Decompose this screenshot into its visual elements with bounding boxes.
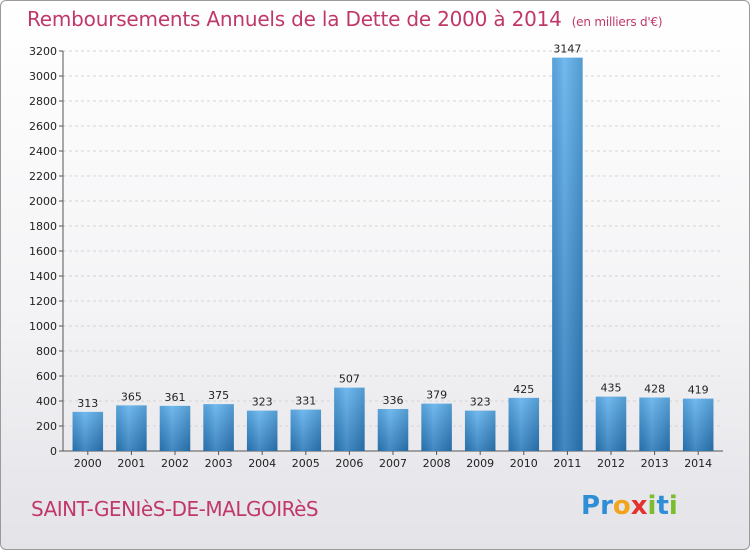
x-tick-label: 2008 [423,457,451,470]
y-tick-label: 2200 [29,170,57,183]
grid-lines [63,50,723,427]
y-tick-label: 3000 [29,70,57,83]
x-tick-label: 2002 [161,457,189,470]
logo-letter: r [600,491,613,521]
x-tick-label: 2013 [641,457,669,470]
y-tick-label: 800 [36,345,57,358]
bar-shade [595,396,627,451]
y-tick-label: 1200 [29,295,57,308]
y-tick-label: 400 [36,395,57,408]
y-tick-label: 1400 [29,270,57,283]
bar-value-label: 361 [165,391,186,404]
bar-value-label: 507 [339,373,360,386]
bar-shade [246,410,278,451]
commune-name: SAINT-GENIèS-DE-MALGOIRèS [31,497,319,521]
chart-unit: (en milliers d'€) [571,15,663,29]
bar-shade [464,410,496,451]
y-tick-label: 1600 [29,245,57,258]
logo-letter: P [581,491,601,521]
bar-shade [552,57,583,451]
bar-value-label: 3147 [553,43,581,56]
bar-value-label: 323 [252,396,273,409]
bar-shade [639,397,670,451]
y-tick-label: 2400 [29,145,57,158]
y-tick-label: 1800 [29,220,57,233]
bar-value-label: 336 [383,394,404,407]
bar-value-label: 313 [77,397,98,410]
x-tick-label: 2000 [74,457,102,470]
chart-title-text: Remboursements Annuels de la Dette de 20… [27,7,562,31]
x-tick-label: 2005 [292,457,320,470]
logo-letter: x [630,491,648,521]
bar-value-label: 428 [644,383,665,396]
y-tick-label: 0 [50,445,57,458]
logo-letter: i [668,491,678,521]
chart-title: Remboursements Annuels de la Dette de 20… [27,7,663,31]
logo-letter: o [612,491,631,521]
bar-shade [116,405,147,451]
x-tick-label: 2006 [335,457,363,470]
bar-shade [334,387,365,451]
bars [72,57,714,451]
bar-value-label: 365 [121,390,142,403]
bar-value-label: 331 [295,395,316,408]
y-tick-label: 2600 [29,120,57,133]
bar-value-label: 419 [688,384,709,397]
x-tick-label: 2001 [117,457,145,470]
x-tick-label: 2014 [684,457,712,470]
x-tick-label: 2010 [510,457,538,470]
bar-shade [508,397,540,451]
bar-shade [290,409,322,451]
bar-shade [72,411,104,451]
x-tick-label: 2007 [379,457,407,470]
proxiti-logo: Proxiti [581,491,678,521]
logo-letter: t [656,491,669,521]
bar-shade [421,403,452,451]
labels: 0 200 400 600 800 1000 1200 1400 1600 1800 2000 220… [29,43,712,470]
x-tick-label: 2009 [466,457,494,470]
y-tick-label: 1000 [29,320,57,333]
bar-shade [203,404,234,451]
y-tick-label: 600 [36,370,57,383]
bar-value-label: 323 [470,396,491,409]
bar-shade [159,405,191,451]
bar-shade [682,398,714,451]
y-tick-label: 3200 [29,45,57,58]
x-tick-label: 2011 [553,457,581,470]
x-tick-label: 2012 [597,457,625,470]
x-tick-label: 2003 [205,457,233,470]
bar-shade [377,409,409,451]
logo-letter: i [647,491,657,521]
bar-value-label: 435 [601,382,622,395]
y-tick-label: 2000 [29,195,57,208]
bar-value-label: 375 [208,389,229,402]
bar-value-label: 425 [513,383,534,396]
y-tick-label: 2800 [29,95,57,108]
y-tick-label: 200 [36,420,57,433]
bar-value-label: 379 [426,389,447,402]
x-tick-label: 2004 [248,457,276,470]
